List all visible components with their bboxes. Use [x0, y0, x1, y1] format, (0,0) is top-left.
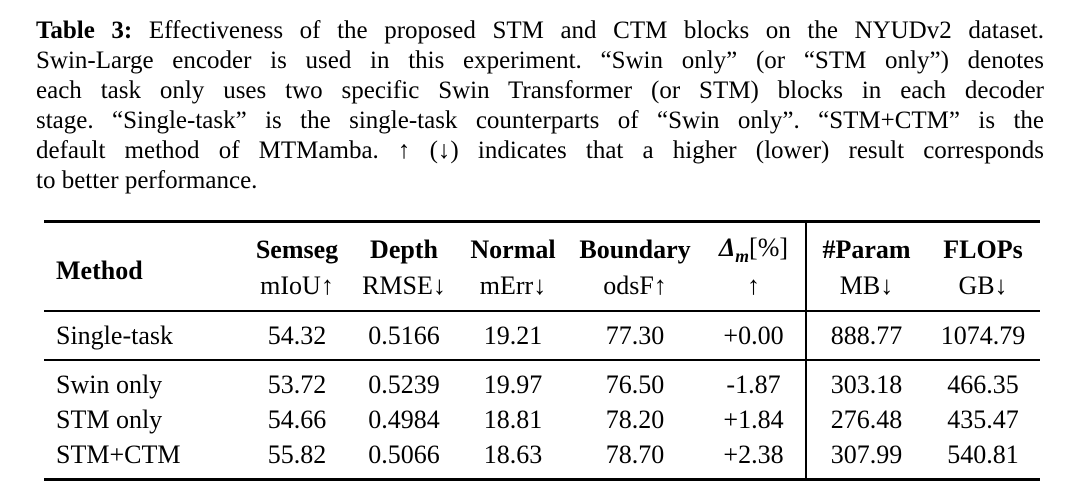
- value-cell: 76.50: [605, 369, 665, 399]
- value-cell: 0.5239: [368, 369, 440, 399]
- value-cell: 276.48: [805, 402, 926, 437]
- table-row-stm-ctm: STM+CTM 55.82 0.5066 18.63 78.70 +2.38 3…: [44, 437, 1040, 480]
- value-cell: 55.82: [267, 439, 327, 469]
- header-odsf: odsF↑: [568, 268, 702, 312]
- header-normal: Normal: [470, 235, 556, 264]
- caption-line: each task only uses two specific Swin Tr…: [36, 77, 1044, 104]
- header-gb: GB↓: [926, 268, 1040, 312]
- value-cell: 19.21: [458, 311, 568, 361]
- header-depth: Depth: [370, 235, 438, 264]
- header-delta-arrow: ↑: [702, 268, 806, 312]
- delta-subscript: m: [735, 246, 750, 267]
- delta-symbol: Δ: [718, 232, 736, 262]
- caption-line: default method of MTMamba. ↑ (↓) indicat…: [36, 137, 1044, 164]
- caption-line: Swin-Large encoder is used in this exper…: [36, 47, 1044, 74]
- value-cell: 78.20: [605, 404, 665, 434]
- results-table: Method Semseg Depth Normal Boundary Δm[%…: [44, 220, 1040, 481]
- value-cell: 307.99: [805, 437, 926, 480]
- method-cell: STM+CTM: [56, 439, 181, 469]
- value-cell: 18.63: [483, 439, 543, 469]
- value-cell: 78.70: [605, 439, 665, 469]
- value-cell: +1.84: [723, 404, 784, 434]
- header-merr: mErr↓: [458, 268, 568, 312]
- value-cell: 303.18: [805, 360, 926, 402]
- value-cell: 888.77: [805, 311, 926, 361]
- method-cell: Swin only: [56, 369, 163, 399]
- caption-line: Table 3: Effectiveness of the proposed S…: [36, 16, 1044, 46]
- header-row-top: Method Semseg Depth Normal Boundary Δm[%…: [44, 221, 1040, 312]
- header-param: #Param: [805, 221, 926, 268]
- value-cell: 54.66: [267, 404, 327, 434]
- value-cell: 0.5066: [368, 439, 440, 469]
- caption-line: to better performance.: [36, 167, 258, 194]
- header-row-sub: mIoU↑ RMSE↓ mErr↓ odsF↑ ↑ MB↓ GB↓: [44, 268, 1040, 312]
- table-row-single-task: Single-task 54.32 0.5166 19.21 77.30 +0.…: [44, 311, 1040, 361]
- header-delta: Δm[%]: [702, 222, 806, 269]
- caption-label: Table 3:: [36, 17, 133, 44]
- table-caption: Table 3: Effectiveness of the proposed S…: [36, 16, 1044, 196]
- value-cell: +2.38: [723, 439, 784, 469]
- table-header: Method Semseg Depth Normal Boundary Δm[%…: [44, 221, 1040, 312]
- header-rmse: RMSE↓: [350, 268, 458, 312]
- value-cell: +0.00: [702, 311, 806, 361]
- value-cell: 18.81: [483, 404, 543, 434]
- value-cell: 466.35: [947, 369, 1019, 399]
- value-cell: 435.47: [947, 404, 1019, 434]
- header-semseg: Semseg: [255, 235, 339, 264]
- method-cell: STM only: [56, 404, 163, 434]
- header-method: Method: [44, 221, 244, 312]
- caption-text: Effectiveness of the proposed STM and CT…: [132, 17, 1044, 44]
- value-cell: 1074.79: [926, 311, 1040, 361]
- value-cell: 0.5166: [350, 311, 458, 361]
- table-row-stm-only: STM only 54.66 0.4984 18.81 78.20 +1.84 …: [44, 402, 1040, 437]
- value-cell: 54.32: [244, 311, 350, 361]
- value-cell: 0.4984: [368, 404, 440, 434]
- method-cell: Single-task: [44, 311, 244, 361]
- value-cell: 540.81: [947, 439, 1019, 469]
- header-mb: MB↓: [805, 268, 926, 312]
- value-cell: 53.72: [267, 369, 327, 399]
- value-cell: 77.30: [568, 311, 702, 361]
- value-cell: 19.97: [483, 369, 543, 399]
- value-cell: -1.87: [726, 369, 781, 399]
- header-flops: FLOPs: [943, 235, 1023, 264]
- table-body: Single-task 54.32 0.5166 19.21 77.30 +0.…: [44, 311, 1040, 480]
- header-miou: mIoU↑: [244, 268, 350, 312]
- table-row-swin-only: Swin only 53.72 0.5239 19.97 76.50 -1.87…: [44, 360, 1040, 402]
- delta-unit: [%]: [749, 232, 789, 262]
- caption-line: stage. “Single-task” is the single-task …: [36, 107, 1044, 134]
- header-boundary: Boundary: [579, 235, 691, 264]
